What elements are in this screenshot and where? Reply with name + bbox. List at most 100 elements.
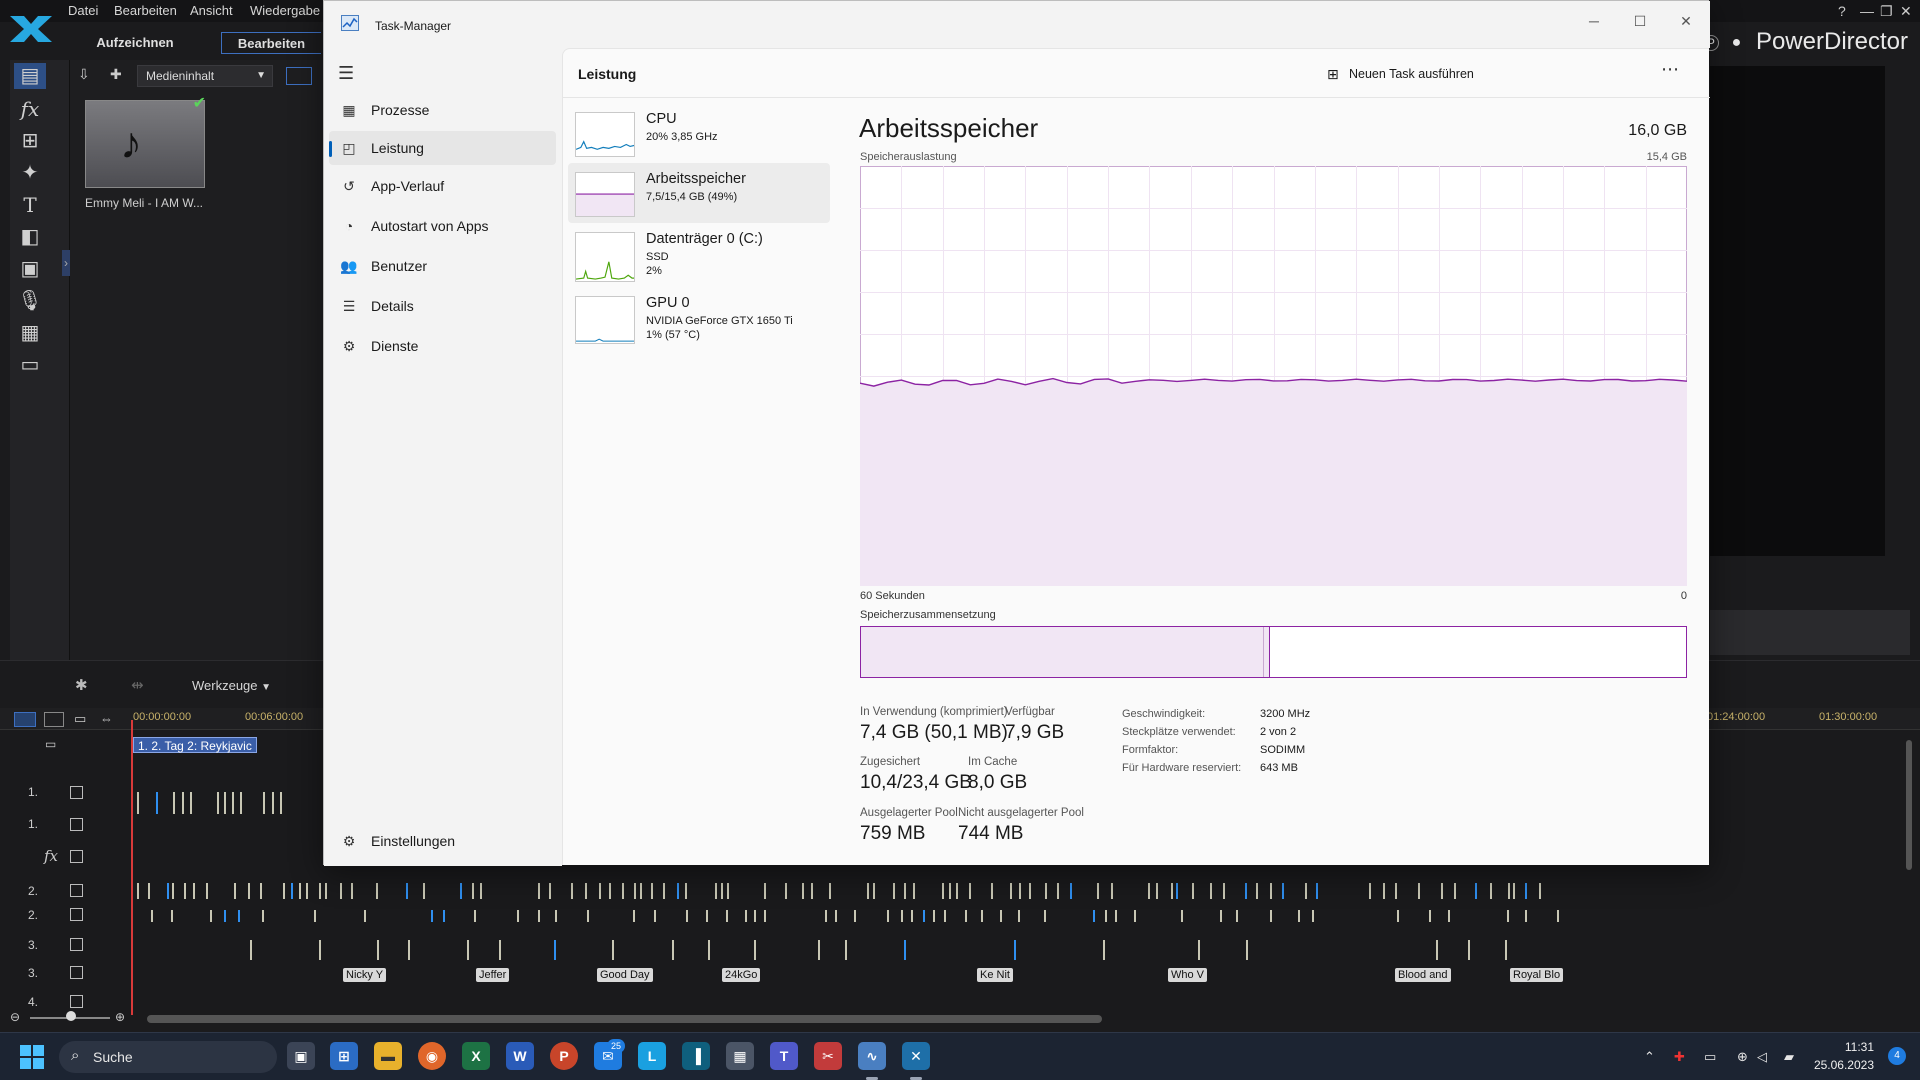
split-icon[interactable]: ⇹ — [131, 677, 144, 694]
menu-bearbeiten[interactable]: Bearbeiten — [114, 3, 177, 18]
title-bar[interactable]: Task-Manager ─ ☐ ✕ — [324, 1, 1710, 48]
chevron-up-icon[interactable]: ⌃ — [1644, 1049, 1655, 1064]
plugin-icon[interactable]: ✚ — [110, 66, 122, 82]
media-thumbnail[interactable]: ♪ ✔ — [85, 95, 206, 188]
audio-clip[interactable]: Jeffer — [476, 968, 510, 982]
timeline-view-icon[interactable] — [14, 712, 36, 727]
menu-datei[interactable]: Datei — [68, 3, 99, 18]
storyboard-view-icon[interactable] — [44, 712, 64, 727]
chapter-room-icon[interactable]: ▦ — [20, 322, 40, 344]
title-room-icon[interactable]: T — [23, 193, 37, 217]
nav-item-leistung[interactable]: ◰ Leistung — [329, 131, 556, 165]
snipping-tool-icon[interactable]: ✂ — [814, 1042, 842, 1070]
track-enable-checkbox[interactable] — [70, 786, 83, 799]
clock-time[interactable]: 11:31 — [1844, 1040, 1874, 1054]
nav-item-details[interactable]: ☰ Details — [329, 289, 556, 323]
effects-room-icon[interactable]: fx — [20, 97, 40, 121]
help-icon[interactable]: ? — [1838, 3, 1846, 19]
audio-mixing-icon[interactable]: ▣ — [20, 258, 40, 280]
audio-clip[interactable]: Royal Blo — [1510, 968, 1564, 982]
zoom-slider-handle[interactable] — [66, 1011, 76, 1021]
profile-icon[interactable]: P — [1702, 34, 1719, 51]
zoom-in-icon[interactable]: ⊕ — [115, 1010, 126, 1024]
task-view-icon[interactable]: ▣ — [287, 1042, 315, 1070]
resource-disk[interactable]: Datenträger 0 (C:) SSD 2% — [568, 223, 830, 287]
audio-clip[interactable]: 24kGo — [722, 968, 761, 982]
nav-item-autostart[interactable]: ◔ Autostart von Apps — [329, 209, 556, 243]
powerpoint-icon[interactable]: P — [550, 1042, 578, 1070]
word-icon[interactable]: W — [506, 1042, 534, 1070]
bell-icon[interactable]: ● — [1731, 33, 1742, 51]
timeline-scrollbar[interactable] — [147, 1015, 1102, 1023]
expand-panel-icon[interactable]: › — [62, 250, 70, 276]
pip-room-icon[interactable]: ⊞ — [21, 130, 39, 152]
track-enable-checkbox[interactable] — [70, 966, 83, 979]
minimize-icon[interactable]: — — [1860, 3, 1874, 19]
track-enable-checkbox[interactable] — [70, 908, 83, 921]
chapter-marker[interactable]: 1. 2. Tag 2: Reykjavic — [133, 737, 257, 753]
track-enable-checkbox[interactable] — [70, 850, 83, 863]
close-button[interactable]: ✕ — [1680, 13, 1692, 29]
menu-ansicht[interactable]: Ansicht — [190, 3, 233, 18]
playhead[interactable] — [131, 720, 133, 1015]
minimize-button[interactable]: ─ — [1589, 13, 1599, 29]
hamburger-menu-icon[interactable]: ☰ — [338, 63, 355, 83]
track-enable-checkbox[interactable] — [70, 818, 83, 831]
transition-room-icon[interactable]: ◧ — [20, 226, 40, 248]
tray-app-icon[interactable]: ✚ — [1674, 1049, 1685, 1064]
particle-room-icon[interactable]: ✦ — [21, 162, 39, 184]
clock-date[interactable]: 25.06.2023 — [1813, 1058, 1874, 1072]
voiceover-icon[interactable]: 🎙 — [17, 290, 43, 312]
keyboard-icon[interactable]: ▭ — [1704, 1049, 1717, 1064]
powerdirector-taskbar-icon[interactable]: ✕ — [902, 1042, 930, 1070]
subtitle-room-icon[interactable]: ▭ — [20, 354, 40, 376]
magic-tools-icon[interactable]: ✱ — [75, 677, 88, 694]
new-task-button[interactable]: ⊞ Neuen Task ausführen — [1325, 60, 1474, 88]
mode-bearbeiten[interactable]: Bearbeiten — [221, 32, 321, 54]
track-enable-checkbox[interactable] — [70, 995, 83, 1008]
close-icon[interactable]: ✕ — [1900, 3, 1912, 19]
calculator-icon[interactable]: ▦ — [726, 1042, 754, 1070]
teams-icon[interactable]: T — [770, 1042, 798, 1070]
resource-gpu[interactable]: GPU 0 NVIDIA GeForce GTX 1650 Ti 1% (57 … — [568, 287, 830, 351]
audio-clip[interactable]: Good Day — [597, 968, 653, 982]
media-room-icon[interactable]: ▤ — [14, 63, 46, 89]
mode-aufzeichnen[interactable]: Aufzeichnen — [96, 35, 174, 50]
audio-clip[interactable]: Blood and — [1395, 968, 1451, 982]
battery-icon[interactable]: ▰ — [1784, 1049, 1794, 1064]
firefox-icon[interactable]: ◉ — [418, 1042, 446, 1070]
track-enable-checkbox[interactable] — [70, 884, 83, 897]
resource-memory[interactable]: Arbeitsspeicher 7,5/15,4 GB (49%) — [568, 163, 830, 223]
nav-item-benutzer[interactable]: 👥 Benutzer — [329, 249, 556, 283]
notebook-app-icon[interactable]: ▐ — [682, 1042, 710, 1070]
vertical-scrollbar[interactable] — [1906, 740, 1912, 870]
maximize-button[interactable]: ☐ — [1633, 13, 1647, 29]
audio-clip[interactable]: Ke Nit — [977, 968, 1013, 982]
track-enable-checkbox[interactable] — [70, 938, 83, 951]
nav-item-prozesse[interactable]: ▦ Prozesse — [329, 93, 556, 127]
nav-item-einstellungen[interactable]: ⚙ Einstellungen — [329, 824, 556, 858]
restore-icon[interactable]: ❐ — [1880, 3, 1893, 19]
notification-badge[interactable]: 4 — [1888, 1047, 1906, 1065]
resource-cpu[interactable]: CPU 20% 3,85 GHz — [568, 103, 830, 163]
fit-icon[interactable]: ▭ — [74, 711, 87, 726]
view-mode-icon[interactable] — [286, 67, 312, 85]
audio-clip[interactable]: Nicky Y — [343, 968, 387, 982]
library-filter-dropdown[interactable]: Medieninhalt ▼ — [137, 65, 273, 87]
nav-item-app-verlauf[interactable]: ↺ App-Verlauf — [329, 169, 556, 203]
language-icon[interactable]: ⊕ — [1737, 1049, 1748, 1064]
menu-wiedergabe[interactable]: Wiedergabe — [250, 3, 321, 18]
store-icon[interactable]: ⊞ — [330, 1042, 358, 1070]
taskbar-search[interactable]: ⌕ — [59, 1041, 277, 1073]
volume-icon[interactable]: ◁ — [1757, 1049, 1767, 1064]
audio-clip[interactable]: Who V — [1168, 968, 1208, 982]
l-app-icon[interactable]: L — [638, 1042, 666, 1070]
import-icon[interactable]: ⇩ — [78, 66, 90, 82]
zoom-out-icon[interactable]: ⊖ — [10, 1010, 21, 1024]
track-manager-icon[interactable]: ⇔ — [100, 711, 113, 726]
nav-item-dienste[interactable]: ⚙ Dienste — [329, 329, 556, 363]
more-options-button[interactable]: ⋯ — [1661, 59, 1680, 79]
explorer-icon[interactable]: ▬ — [374, 1042, 402, 1070]
windows-start-icon[interactable] — [20, 1045, 44, 1069]
excel-icon[interactable]: X — [462, 1042, 490, 1070]
